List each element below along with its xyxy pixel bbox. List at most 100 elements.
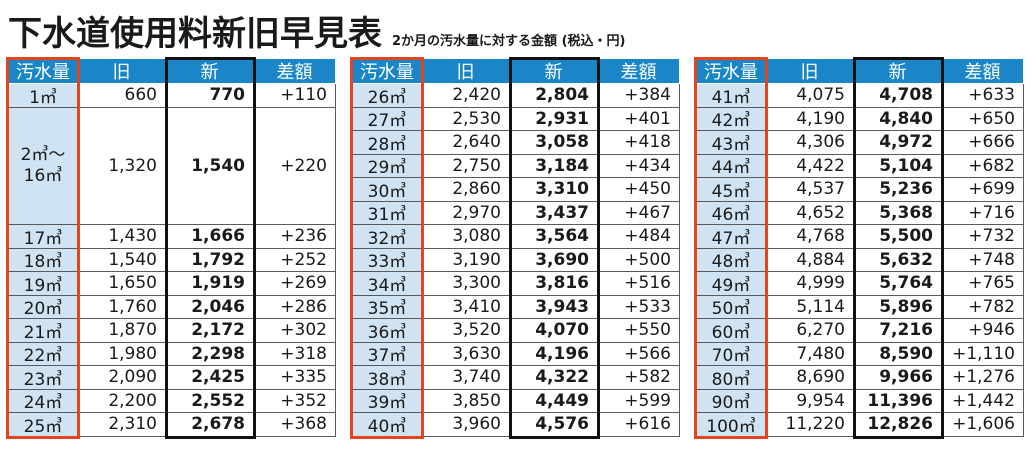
diff-cell: +716 [942, 201, 1024, 225]
volume-cell: 28㎥ [352, 131, 422, 155]
table-row: 18㎥ 1,540 1,792 +252 [8, 248, 336, 272]
diff-cell: +434 [598, 154, 680, 178]
volume-cell: 40㎥ [352, 413, 422, 437]
diff-cell: +516 [598, 272, 680, 296]
volume-cell: 47㎥ [696, 225, 766, 249]
new-fee-cell: 4,972 [854, 131, 942, 155]
volume-cell: 60㎥ [696, 319, 766, 343]
new-fee-cell: 3,437 [510, 201, 598, 225]
diff-cell: +1,276 [942, 366, 1024, 390]
old-fee-cell: 9,954 [766, 389, 854, 413]
table-row: 90㎥ 9,954 11,396 +1,442 [696, 389, 1024, 413]
diff-cell: +269 [254, 272, 336, 296]
volume-cell: 32㎥ [352, 225, 422, 249]
new-fee-cell: 7,216 [854, 319, 942, 343]
volume-cell: 100㎥ [696, 413, 766, 437]
table-row: 41㎥ 4,075 4,708 +633 [696, 84, 1024, 108]
old-fee-cell: 4,422 [766, 154, 854, 178]
new-fee-cell: 5,896 [854, 295, 942, 319]
table-header-row: 汚水量旧新差額 [696, 59, 1024, 84]
diff-cell: +682 [942, 154, 1024, 178]
new-fee-cell: 5,104 [854, 154, 942, 178]
header-new: 新 [854, 59, 942, 84]
old-fee-cell: 4,999 [766, 272, 854, 296]
table-header-row: 汚水量旧新差額 [8, 59, 336, 84]
diff-cell: +352 [254, 389, 336, 413]
old-fee-cell: 1,760 [78, 295, 166, 319]
table-row: 29㎥ 2,750 3,184 +434 [352, 154, 680, 178]
diff-cell: +368 [254, 413, 336, 437]
old-fee-cell: 3,960 [422, 413, 510, 437]
diff-cell: +946 [942, 319, 1024, 343]
old-fee-cell: 3,740 [422, 366, 510, 390]
old-fee-cell: 3,410 [422, 295, 510, 319]
table-row: 42㎥ 4,190 4,840 +650 [696, 107, 1024, 131]
volume-cell: 44㎥ [696, 154, 766, 178]
old-fee-cell: 6,270 [766, 319, 854, 343]
new-fee-cell: 3,943 [510, 295, 598, 319]
volume-cell: 45㎥ [696, 178, 766, 202]
volume-cell: 20㎥ [8, 295, 78, 319]
diff-cell: +666 [942, 131, 1024, 155]
new-fee-cell: 8,590 [854, 342, 942, 366]
table-row: 30㎥ 2,860 3,310 +450 [352, 178, 680, 202]
new-fee-cell: 2,172 [166, 319, 254, 343]
volume-cell-merged: 2㎥〜 16㎥ [8, 107, 78, 225]
volume-cell: 49㎥ [696, 272, 766, 296]
table-row: 33㎥ 3,190 3,690 +500 [352, 248, 680, 272]
table-row: 24㎥ 2,200 2,552 +352 [8, 389, 336, 413]
new-fee-cell: 2,298 [166, 342, 254, 366]
header-old: 旧 [422, 59, 510, 84]
volume-cell: 25㎥ [8, 413, 78, 437]
old-fee-cell: 3,630 [422, 342, 510, 366]
volume-cell: 36㎥ [352, 319, 422, 343]
diff-cell: +650 [942, 107, 1024, 131]
volume-cell: 80㎥ [696, 366, 766, 390]
table-row: 35㎥ 3,410 3,943 +533 [352, 295, 680, 319]
old-fee-cell: 3,190 [422, 248, 510, 272]
old-fee-cell: 2,310 [78, 413, 166, 437]
new-fee-cell: 4,196 [510, 342, 598, 366]
page-subtitle: 2か月の汚水量に対する金額 (税込・円) [392, 34, 626, 49]
diff-cell: +732 [942, 225, 1024, 249]
volume-cell: 30㎥ [352, 178, 422, 202]
table-row: 21㎥ 1,870 2,172 +302 [8, 319, 336, 343]
new-fee-cell: 1,666 [166, 225, 254, 249]
diff-cell: +500 [598, 248, 680, 272]
new-fee-cell: 3,564 [510, 225, 598, 249]
volume-cell: 70㎥ [696, 342, 766, 366]
old-fee-cell: 8,690 [766, 366, 854, 390]
new-fee-cell: 3,690 [510, 248, 598, 272]
new-fee-cell: 3,816 [510, 272, 598, 296]
diff-cell: +286 [254, 295, 336, 319]
new-fee-cell: 770 [166, 84, 254, 108]
old-fee-cell: 5,114 [766, 295, 854, 319]
old-fee-cell: 4,190 [766, 107, 854, 131]
diff-cell: +302 [254, 319, 336, 343]
diff-cell: +1,606 [942, 413, 1024, 437]
volume-cell: 21㎥ [8, 319, 78, 343]
diff-cell: +384 [598, 84, 680, 108]
volume-cell: 26㎥ [352, 84, 422, 108]
old-fee-cell: 4,537 [766, 178, 854, 202]
old-fee-cell: 4,075 [766, 84, 854, 108]
diff-cell: +1,442 [942, 389, 1024, 413]
diff-cell: +699 [942, 178, 1024, 202]
header-volume: 汚水量 [352, 59, 422, 84]
volume-cell: 17㎥ [8, 225, 78, 249]
diff-cell: +616 [598, 413, 680, 437]
volume-cell: 23㎥ [8, 366, 78, 390]
old-fee-cell: 2,200 [78, 389, 166, 413]
new-fee-cell: 12,826 [854, 413, 942, 437]
table-row: 37㎥ 3,630 4,196 +566 [352, 342, 680, 366]
table-row: 46㎥ 4,652 5,368 +716 [696, 201, 1024, 225]
old-fee-cell: 2,420 [422, 84, 510, 108]
old-fee-cell: 2,970 [422, 201, 510, 225]
table-row: 60㎥ 6,270 7,216 +946 [696, 319, 1024, 343]
table-row: 39㎥ 3,850 4,449 +599 [352, 389, 680, 413]
old-fee-cell: 1,870 [78, 319, 166, 343]
volume-cell: 48㎥ [696, 248, 766, 272]
old-fee-cell: 1,650 [78, 272, 166, 296]
volume-cell: 46㎥ [696, 201, 766, 225]
table-row: 27㎥ 2,530 2,931 +401 [352, 107, 680, 131]
